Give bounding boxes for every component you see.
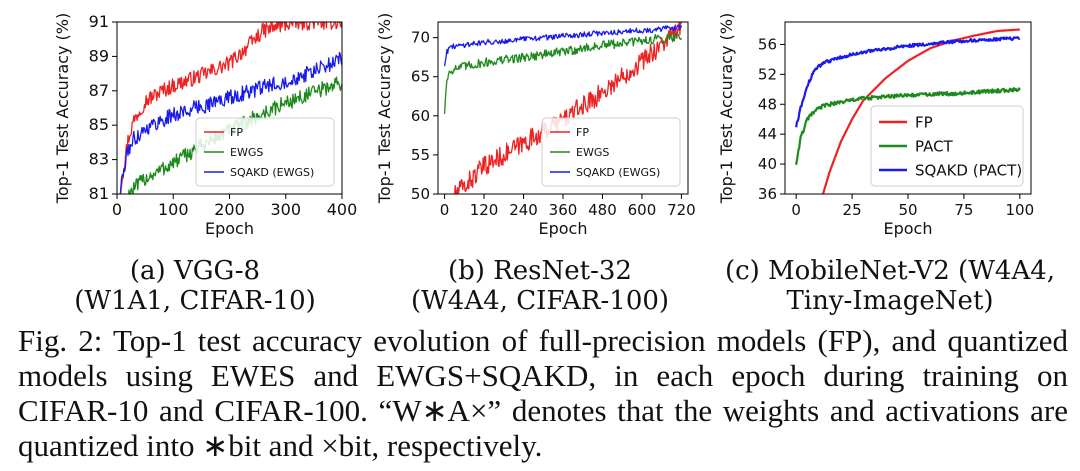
series-line-fp [821, 28, 1021, 194]
legend: FP PACT SQAKD (PACT) [870, 105, 1024, 187]
series-line-sqakd-ewgs- [119, 51, 342, 194]
y-tick-label: 56 [758, 35, 777, 53]
x-tick-label: 100 [1005, 201, 1034, 219]
series-line-sqakd-ewgs- [443, 24, 683, 67]
chart-panel-vgg8: 0 100 200 300 400 81 83 85 87 89 91 Epoch Top-1 Test… [0, 0, 360, 238]
x-tick-label: 600 [628, 201, 657, 219]
y-axis-label: Top-1 Test Accuracy (%) [53, 13, 72, 204]
legend: FP EWGS SQAKD (EWGS) [195, 117, 335, 187]
chart-panel-resnet32: 0 120 240 360 480 600 720 50 55 60 65 70 Epoch Top-1 … [370, 0, 700, 238]
y-tick-label: 85 [89, 115, 109, 134]
chart-mobilenetv2: 0 25 50 75 100 36 40 44 48 52 56 Epoch Top-1 Test Ac… [717, 13, 1034, 238]
legend-box [870, 105, 1024, 187]
y-tick-label: 81 [89, 184, 109, 203]
subcaption-c: (c) MobileNet-V2 (W4A4, Tiny-ImageNet) [724, 256, 1056, 316]
x-tick-label: 120 [470, 201, 499, 219]
chart-resnet32: 0 120 240 360 480 600 720 50 55 60 65 70 Epoch Top-1 … [375, 13, 696, 238]
series-line-fp [119, 22, 342, 194]
chart-vgg8: 0 100 200 300 400 81 83 85 87 89 91 Epoch Top-1 Test… [53, 12, 358, 238]
x-tick-label: 100 [158, 200, 189, 219]
legend-entry: EWGS [230, 146, 263, 159]
y-axis-label: Top-1 Test Accuracy (%) [717, 13, 736, 204]
x-tick-label: 480 [588, 201, 617, 219]
y-tick-label: 87 [89, 81, 109, 100]
series-line-sqakd-pact- [795, 36, 1021, 128]
y-tick-label: 91 [89, 12, 109, 31]
x-tick-label: 0 [112, 200, 122, 219]
y-tick-label: 65 [411, 68, 430, 86]
series-line-pact [795, 86, 1021, 165]
x-tick-label: 0 [791, 201, 801, 219]
y-axis-label: Top-1 Test Accuracy (%) [375, 13, 394, 204]
y-tick-label: 70 [411, 29, 430, 47]
x-tick-label: 200 [214, 200, 245, 219]
x-tick-label: 300 [270, 200, 301, 219]
x-axis-label: Epoch [884, 219, 933, 238]
x-tick-label: 720 [667, 201, 696, 219]
y-tick-label: 40 [758, 155, 777, 173]
legend-entry: SQAKD (EWGS) [576, 166, 660, 179]
legend-entry: PACT [915, 137, 954, 155]
legend-entry: FP [230, 126, 243, 139]
y-tick-label: 50 [411, 185, 430, 203]
subcaption-a: (a) VGG-8 (W1A1, CIFAR-10) [74, 256, 316, 316]
x-tick-label: 0 [440, 201, 450, 219]
x-tick-label: 50 [898, 201, 917, 219]
legend-entry: FP [576, 126, 589, 139]
y-tick-label: 36 [758, 185, 777, 203]
legend-entry: SQAKD (PACT) [915, 161, 1022, 179]
series-line-ewgs [443, 33, 682, 114]
x-tick-label: 400 [327, 200, 358, 219]
subcaption-b: (b) ResNet-32 (W4A4, CIFAR-100) [410, 256, 670, 316]
x-axis-label: Epoch [539, 219, 588, 238]
x-axis-label: Epoch [205, 219, 254, 238]
x-tick-label: 75 [954, 201, 973, 219]
y-tick-label: 44 [758, 125, 777, 143]
y-tick-label: 52 [758, 65, 777, 83]
y-tick-label: 48 [758, 95, 777, 113]
legend-box [541, 117, 681, 187]
figure-caption: Fig. 2: Top-1 test accuracy evolution of… [18, 323, 1068, 463]
y-tick-label: 55 [411, 146, 430, 164]
x-tick-label: 25 [843, 201, 862, 219]
legend-box [195, 117, 335, 187]
y-tick-label: 89 [89, 46, 109, 65]
legend-entry: SQAKD (EWGS) [230, 166, 314, 179]
legend-entry: EWGS [576, 146, 609, 159]
x-tick-label: 240 [509, 201, 538, 219]
legend: FP EWGS SQAKD (EWGS) [541, 117, 681, 187]
y-tick-label: 83 [89, 150, 109, 169]
x-tick-label: 360 [549, 201, 578, 219]
legend-entry: FP [915, 113, 933, 131]
y-tick-label: 60 [411, 107, 430, 125]
chart-panel-mobilenetv2: 0 25 50 75 100 36 40 44 48 52 56 Epoch Top-1 Test Ac… [712, 0, 1080, 238]
